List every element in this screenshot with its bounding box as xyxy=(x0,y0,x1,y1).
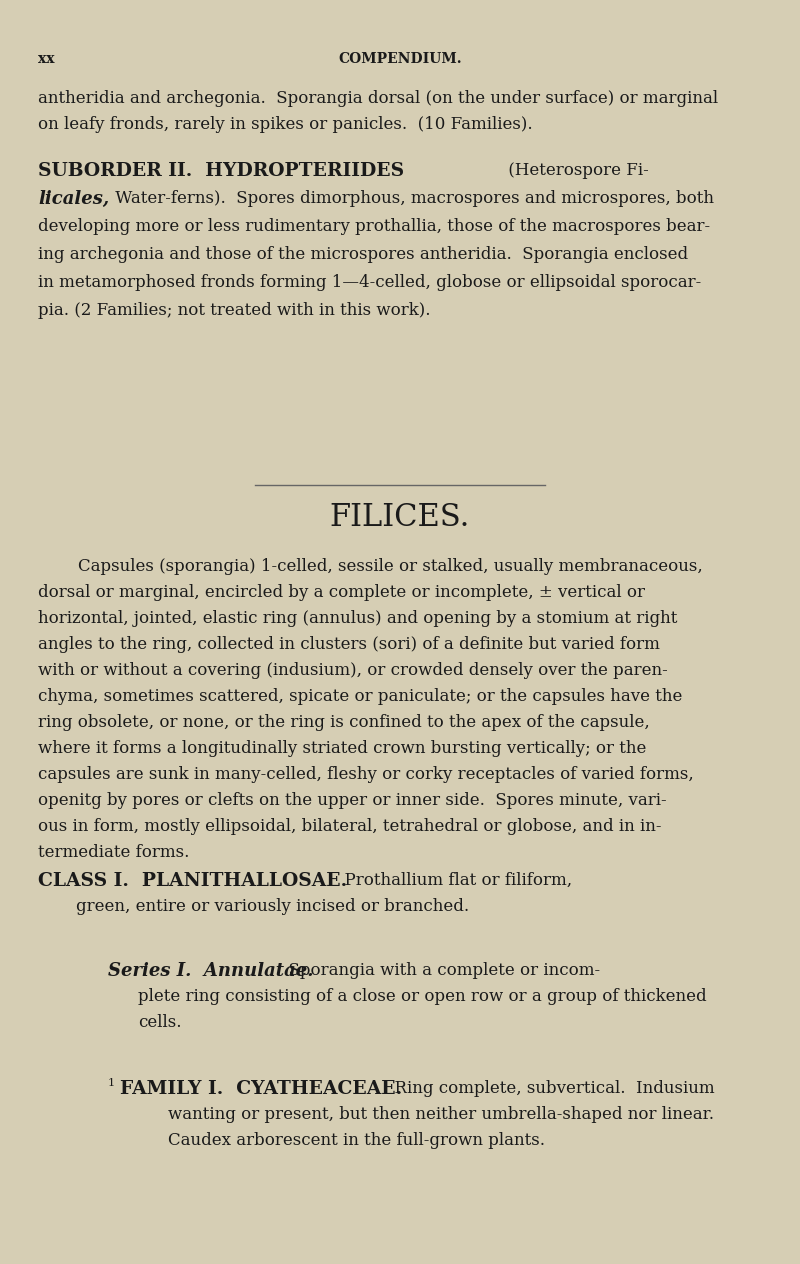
Text: Series I.  Annulatae.: Series I. Annulatae. xyxy=(108,962,314,980)
Text: termediate forms.: termediate forms. xyxy=(38,844,190,861)
Text: on leafy fronds, rarely in spikes or panicles.  (10 Families).: on leafy fronds, rarely in spikes or pan… xyxy=(38,116,533,133)
Text: where it forms a longitudinally striated crown bursting vertically; or the: where it forms a longitudinally striated… xyxy=(38,739,646,757)
Text: openitg by pores or clefts on the upper or inner side.  Spores minute, vari-: openitg by pores or clefts on the upper … xyxy=(38,793,666,809)
Text: Capsules (sporangia) 1-celled, sessile or stalked, usually membranaceous,: Capsules (sporangia) 1-celled, sessile o… xyxy=(78,557,702,575)
Text: in metamorphosed fronds forming 1—4-celled, globose or ellipsoidal sporocar-: in metamorphosed fronds forming 1—4-cell… xyxy=(38,274,702,291)
Text: Sporangia with a complete or incom-: Sporangia with a complete or incom- xyxy=(278,962,600,980)
Text: Prothallium flat or filiform,: Prothallium flat or filiform, xyxy=(334,872,572,889)
Text: SUBORDER II.  HYDROPTERIIDES: SUBORDER II. HYDROPTERIIDES xyxy=(38,162,404,179)
Text: 1: 1 xyxy=(108,1078,115,1088)
Text: capsules are sunk in many-celled, fleshy or corky receptacles of varied forms,: capsules are sunk in many-celled, fleshy… xyxy=(38,766,694,782)
Text: horizontal, jointed, elastic ring (annulus) and opening by a stomium at right: horizontal, jointed, elastic ring (annul… xyxy=(38,611,678,627)
Text: Ring complete, subvertical.  Indusium: Ring complete, subvertical. Indusium xyxy=(384,1079,714,1097)
Text: ing archegonia and those of the microspores antheridia.  Sporangia enclosed: ing archegonia and those of the microspo… xyxy=(38,246,688,263)
Text: ous in form, mostly ellipsoidal, bilateral, tetrahedral or globose, and in in-: ous in form, mostly ellipsoidal, bilater… xyxy=(38,818,662,836)
Text: green, entire or variously incised or branched.: green, entire or variously incised or br… xyxy=(76,897,469,915)
Text: pia. (2 Families; not treated with in this work).: pia. (2 Families; not treated with in th… xyxy=(38,302,430,319)
Text: FAMILY I.  CYATHEACEAE.: FAMILY I. CYATHEACEAE. xyxy=(120,1079,402,1098)
Text: with or without a covering (indusium), or crowded densely over the paren-: with or without a covering (indusium), o… xyxy=(38,662,668,679)
Text: licales,: licales, xyxy=(38,190,109,209)
Text: antheridia and archegonia.  Sporangia dorsal (on the under surface) or marginal: antheridia and archegonia. Sporangia dor… xyxy=(38,90,718,107)
Text: ring obsolete, or none, or the ring is confined to the apex of the capsule,: ring obsolete, or none, or the ring is c… xyxy=(38,714,650,731)
Text: wanting or present, but then neither umbrella-shaped nor linear.: wanting or present, but then neither umb… xyxy=(168,1106,714,1122)
Text: xx: xx xyxy=(38,52,54,66)
Text: developing more or less rudimentary prothallia, those of the macrospores bear-: developing more or less rudimentary prot… xyxy=(38,217,710,235)
Text: (Heterospore Fi-: (Heterospore Fi- xyxy=(503,162,649,179)
Text: plete ring consisting of a close or open row or a group of thickened: plete ring consisting of a close or open… xyxy=(138,988,706,1005)
Text: chyma, sometimes scattered, spicate or paniculate; or the capsules have the: chyma, sometimes scattered, spicate or p… xyxy=(38,688,682,705)
Text: Caudex arborescent in the full-grown plants.: Caudex arborescent in the full-grown pla… xyxy=(168,1133,545,1149)
Text: FILICES.: FILICES. xyxy=(330,502,470,533)
Text: cells.: cells. xyxy=(138,1014,182,1031)
Text: Water-ferns).  Spores dimorphous, macrospores and microspores, both: Water-ferns). Spores dimorphous, macrosp… xyxy=(110,190,714,207)
Text: COMPENDIUM.: COMPENDIUM. xyxy=(338,52,462,66)
Text: angles to the ring, collected in clusters (sori) of a definite but varied form: angles to the ring, collected in cluster… xyxy=(38,636,660,653)
Text: CLASS I.  PLANITHALLOSAE.: CLASS I. PLANITHALLOSAE. xyxy=(38,872,347,890)
Text: dorsal or marginal, encircled by a complete or incomplete, ± vertical or: dorsal or marginal, encircled by a compl… xyxy=(38,584,645,600)
